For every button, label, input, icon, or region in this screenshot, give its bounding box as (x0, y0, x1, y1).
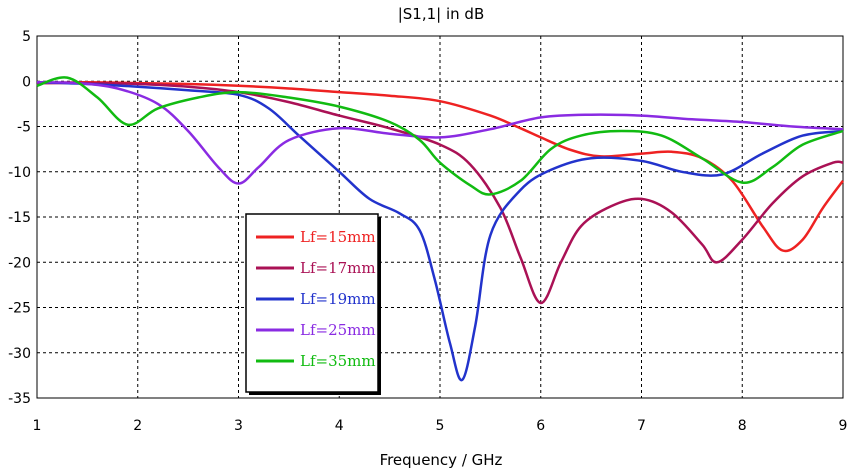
y-tick-label: -10 (8, 165, 31, 181)
chart-title: |S1,1| in dB (398, 5, 485, 23)
y-tick-label: 0 (22, 74, 31, 90)
legend-entry: Lf=25mm (300, 321, 376, 339)
x-tick-label: 7 (637, 418, 646, 434)
x-tick-label: 9 (839, 418, 848, 434)
series-line-lf-35mm (36, 76, 844, 196)
y-tick-label: -15 (8, 210, 31, 226)
x-tick-label: 2 (133, 418, 142, 434)
plot-frame (36, 35, 844, 399)
y-tick-label: -25 (8, 301, 31, 317)
legend-entry: Lf=15mm (300, 228, 376, 246)
y-tick-label: -35 (8, 391, 31, 407)
legend: Lf=15mm Lf=17mm Lf=19mm Lf=25mm Lf=35mm (245, 213, 381, 395)
legend-entry: Lf=19mm (300, 290, 376, 308)
y-tick-label: 5 (22, 29, 31, 45)
y-tick-label: -20 (8, 255, 31, 271)
axis-ticks: 1 2 3 4 5 6 7 8 9 5 0 -5 -10 -15 -20 -25 -30 -35 (8, 29, 847, 434)
series-line-lf-15mm (36, 80, 844, 253)
legend-entry: Lf=17mm (300, 259, 376, 277)
x-tick-label: 8 (738, 418, 747, 434)
series-lines (36, 76, 844, 382)
x-tick-label: 1 (33, 418, 42, 434)
x-tick-label: 4 (335, 418, 344, 434)
legend-entry: Lf=35mm (300, 352, 376, 370)
x-tick-label: 3 (234, 418, 243, 434)
x-tick-label: 6 (536, 418, 545, 434)
series-line-lf-19mm (36, 80, 844, 382)
x-tick-label: 5 (436, 418, 445, 434)
y-tick-label: -5 (17, 120, 31, 136)
grid (37, 36, 843, 398)
x-axis-label: Frequency / GHz (380, 451, 503, 469)
series-line-lf-25mm (36, 80, 844, 185)
y-tick-label: -30 (8, 346, 31, 362)
